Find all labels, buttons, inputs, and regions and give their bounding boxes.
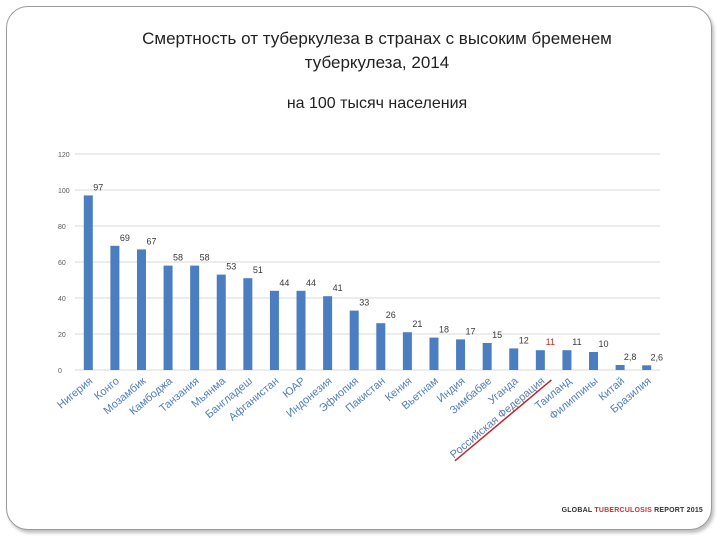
bar: [110, 245, 120, 370]
y-tick-label: 40: [58, 296, 66, 303]
data-label: 26: [386, 310, 396, 320]
slide-frame: Смертность от туберкулеза в странах с вы…: [6, 6, 712, 530]
data-label: 18: [439, 325, 449, 335]
data-label: 10: [599, 339, 609, 349]
bar: [402, 332, 412, 370]
bar: [482, 343, 492, 370]
data-label: 33: [359, 298, 369, 308]
data-label: 44: [279, 278, 289, 288]
bar: [376, 323, 386, 370]
data-label: 2,8: [624, 352, 637, 362]
bar: [642, 365, 652, 370]
data-label: 21: [412, 319, 422, 329]
data-label: 58: [173, 253, 183, 263]
data-label: 44: [306, 278, 316, 288]
bar: [589, 352, 599, 370]
data-label: 11: [572, 337, 581, 347]
data-label: 12: [519, 335, 529, 345]
y-tick-label: 120: [58, 152, 70, 159]
bar: [562, 350, 572, 370]
data-label: 97: [93, 182, 103, 192]
source-accent: TUBERCULOSIS: [594, 507, 652, 514]
data-label: 69: [120, 233, 130, 243]
bar: [83, 195, 93, 370]
bar: [269, 290, 279, 370]
source-prefix: GLOBAL: [561, 507, 595, 514]
bar: [429, 337, 439, 370]
bar: [349, 310, 359, 370]
data-label: 17: [466, 326, 476, 336]
bar: [615, 364, 625, 370]
y-tick-label: 0: [58, 368, 62, 375]
bar: [136, 249, 146, 370]
y-tick-label: 80: [58, 224, 66, 231]
bar: [296, 290, 306, 370]
data-label: 41: [333, 283, 343, 293]
bar: [535, 350, 545, 370]
data-label: 15: [492, 330, 502, 340]
bar: [163, 265, 173, 370]
data-label: 67: [146, 236, 156, 246]
y-tick-label: 100: [58, 188, 70, 195]
highlight-underline: [454, 379, 552, 462]
data-label: 2,6: [650, 352, 663, 362]
chart-title: Смертность от туберкулеза в странах с вы…: [142, 29, 612, 72]
bar: [243, 278, 253, 370]
category-label: Нигерия: [55, 375, 95, 411]
source-note: GLOBAL TUBERCULOSIS REPORT 2015: [527, 507, 703, 514]
bar: [456, 339, 466, 370]
data-label: 51: [253, 265, 263, 275]
data-label: 11: [546, 337, 555, 347]
data-label: 58: [200, 253, 210, 263]
y-tick-label: 60: [58, 260, 66, 267]
bar: [216, 274, 226, 370]
y-tick-label: 20: [58, 332, 66, 339]
source-suffix: REPORT 2015: [651, 507, 703, 514]
data-label: 53: [226, 262, 236, 272]
bar: [190, 265, 200, 370]
bar: [509, 348, 519, 370]
chart-subtitle: на 100 тысяч населения: [286, 95, 468, 112]
bar: [323, 296, 333, 370]
